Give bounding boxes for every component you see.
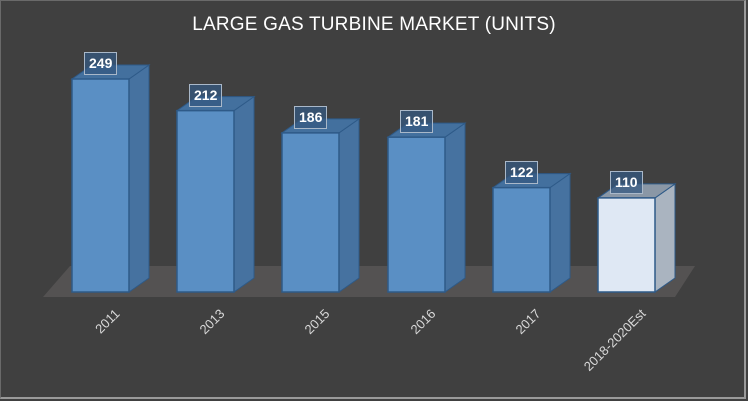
data-label: 186 [294,105,328,129]
bar-2018-2020Est [597,197,656,293]
data-label: 122 [505,160,539,184]
bar-side-2013 [233,95,255,293]
data-label: 249 [84,52,118,75]
bar-2013 [176,109,235,293]
chart-title: LARGE GAS TURBINE MARKET (UNITS) [192,14,556,35]
data-label: 181 [400,110,434,134]
bar-2017 [492,186,551,293]
bar-2011 [71,78,130,293]
data-label: 110 [610,170,643,194]
bar-side-2015 [338,117,360,293]
data-label: 212 [189,83,223,107]
bar-side-2018-2020Est [654,182,676,293]
bar-side-2017 [549,172,571,293]
bar-side-2016 [444,122,466,293]
bar-side-2011 [128,64,150,293]
bar-2016 [387,136,446,293]
bar-2015 [281,132,340,293]
